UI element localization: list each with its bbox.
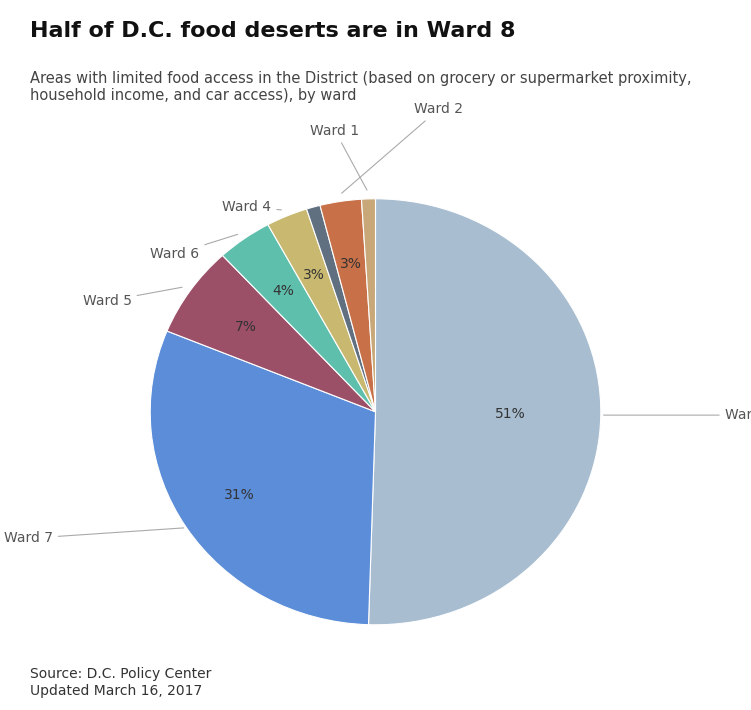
Wedge shape (361, 199, 376, 412)
Wedge shape (369, 199, 601, 625)
Text: Source: D.C. Policy Center
Updated March 16, 2017: Source: D.C. Policy Center Updated March… (30, 667, 212, 698)
Wedge shape (150, 331, 376, 625)
Text: Ward 1: Ward 1 (310, 124, 367, 190)
Wedge shape (222, 224, 376, 412)
Text: Ward 5: Ward 5 (83, 288, 182, 308)
Wedge shape (320, 200, 376, 412)
Wedge shape (268, 209, 376, 412)
Text: 3%: 3% (340, 258, 362, 271)
Text: 31%: 31% (224, 488, 255, 502)
Text: Ward 6: Ward 6 (150, 234, 237, 261)
Text: Half of D.C. food deserts are in Ward 8: Half of D.C. food deserts are in Ward 8 (30, 21, 515, 41)
Text: Areas with limited food access in the District (based on grocery or supermarket : Areas with limited food access in the Di… (30, 71, 692, 104)
Text: Ward 7: Ward 7 (4, 528, 184, 545)
Text: Ward 8: Ward 8 (604, 408, 751, 422)
Text: Ward 4: Ward 4 (222, 200, 282, 214)
Wedge shape (167, 256, 376, 412)
Text: 7%: 7% (235, 320, 257, 334)
Text: Ward 2: Ward 2 (342, 102, 463, 193)
Text: 3%: 3% (303, 268, 324, 282)
Text: 4%: 4% (273, 283, 294, 297)
Wedge shape (306, 205, 376, 412)
Text: 51%: 51% (496, 407, 526, 421)
